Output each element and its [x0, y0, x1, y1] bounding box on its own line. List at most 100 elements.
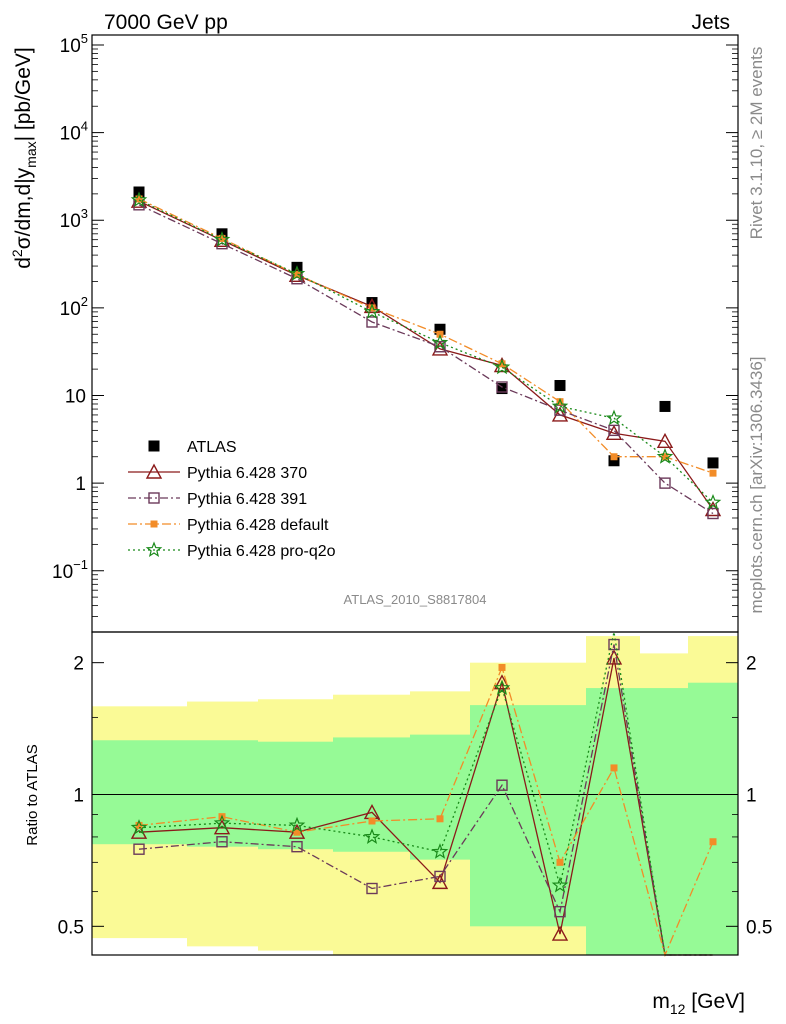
- series-line-pq2o: [138, 199, 714, 504]
- legend-label-pdefault: Pythia 6.428 default: [187, 517, 329, 534]
- ratio-point-p391: [216, 836, 228, 848]
- data-point-atlas: [434, 323, 446, 335]
- y-tick-label: 10: [65, 386, 86, 407]
- data-point-pq2o: [288, 265, 306, 281]
- legend-marker-p370: [145, 463, 163, 479]
- ratio-tick-label-left: 1: [73, 785, 84, 806]
- data-point-p391: [496, 381, 508, 393]
- series-atlas: [133, 186, 719, 469]
- ratio-point-p391: [133, 843, 145, 855]
- ratio-point-pdefault: [436, 815, 444, 823]
- ratio-point-pdefault: [498, 663, 506, 671]
- ratio-point-p391: [366, 882, 378, 895]
- data-point-pq2o: [130, 191, 148, 208]
- legend-label-atlas: ATLAS: [187, 439, 237, 456]
- series-line-p391: [138, 204, 714, 515]
- uncertainty-band-green: [560, 705, 586, 927]
- ratio-line-p391: [138, 644, 713, 956]
- legend-marker-pq2o: [145, 541, 163, 558]
- data-point-pdefault: [135, 195, 143, 203]
- ratio-point-pq2o: [130, 819, 148, 835]
- energy-label: 7000 GeV pp: [104, 11, 228, 34]
- main-y-axis-label: d2σ/dm,d|ymax| [pb/GeV]: [9, 47, 39, 269]
- legend-label-p391: Pythia 6.428 391: [187, 491, 307, 508]
- ratio-point-pdefault: [135, 821, 143, 829]
- analysis-watermark: ATLAS_2010_S8817804: [344, 592, 487, 607]
- series-line-p370: [138, 200, 714, 510]
- data-point-pq2o: [704, 493, 722, 510]
- uncertainty-band-green: [640, 688, 688, 955]
- series-line-pdefault: [138, 198, 714, 474]
- jets-label: Jets: [691, 11, 730, 34]
- ratio-point-pdefault: [610, 764, 618, 772]
- data-point-atlas: [496, 383, 508, 395]
- data-point-pdefault: [709, 469, 717, 477]
- legend-marker-pdefault: [150, 520, 158, 528]
- data-point-p391: [608, 424, 620, 437]
- ratio-plot-frame: [91, 631, 739, 956]
- data-point-p370: [551, 406, 569, 422]
- legend-label-p370: Pythia 6.428 370: [187, 465, 307, 482]
- data-point-atlas: [554, 380, 566, 392]
- data-point-pq2o: [363, 303, 381, 319]
- data-point-pdefault: [368, 304, 376, 312]
- data-point-pdefault: [610, 453, 618, 461]
- uncertainty-band-green: [470, 705, 560, 927]
- data-point-pdefault: [498, 360, 506, 368]
- legend-marker-atlas: [148, 440, 160, 452]
- uncertainty-band-green: [688, 682, 738, 955]
- data-point-p370: [605, 424, 623, 441]
- data-point-pq2o: [605, 409, 623, 426]
- ratio-series-group: [130, 631, 717, 957]
- ratio-point-p391: [496, 779, 508, 791]
- mcplots-label: mcplots.cern.ch [arXiv:1306.3436]: [747, 356, 766, 613]
- ratio-tick-label-right: 1: [746, 785, 757, 806]
- data-point-pq2o: [493, 358, 511, 375]
- data-point-atlas: [707, 457, 719, 469]
- data-point-pq2o: [551, 397, 569, 414]
- ratio-series-p391: [133, 638, 713, 956]
- ratio-point-pq2o: [288, 816, 306, 833]
- ratio-tick-label-right: 0.5: [746, 917, 772, 938]
- legend-label-pq2o: Pythia 6.428 pro-q2o: [187, 543, 336, 560]
- data-point-pq2o: [431, 334, 449, 350]
- y-tick-label: 105: [60, 31, 88, 57]
- y-tick-label: 104: [60, 119, 88, 145]
- ratio-point-p391: [291, 840, 303, 853]
- series-pdefault: [135, 195, 717, 477]
- ratio-tick-label-left: 0.5: [58, 917, 84, 938]
- data-point-p391: [366, 316, 378, 328]
- ratio-point-pq2o: [493, 679, 511, 696]
- data-point-pq2o: [656, 448, 674, 464]
- uncertainty-band-green: [410, 734, 470, 860]
- ratio-series-pq2o: [130, 631, 713, 956]
- data-point-atlas: [659, 400, 671, 412]
- ratio-point-p370: [605, 649, 623, 665]
- ratio-point-pq2o: [551, 876, 569, 893]
- ratio-bands: [92, 636, 738, 955]
- ratio-tick-label-left: 2: [73, 654, 84, 675]
- data-point-p391: [434, 341, 446, 353]
- ratio-point-pq2o: [363, 828, 381, 844]
- data-point-p391: [707, 507, 719, 520]
- legend-marker-p391: [148, 492, 160, 504]
- ratio-point-pdefault: [368, 817, 376, 825]
- ratio-point-p370: [551, 925, 569, 941]
- ratio-point-p391: [554, 905, 566, 918]
- data-point-pdefault: [218, 234, 226, 242]
- data-point-pdefault: [293, 271, 301, 279]
- legend: ATLAS Pythia 6.428 370 Pythia 6.428 391 Pyt…: [128, 439, 336, 560]
- ratio-point-pdefault: [556, 858, 564, 866]
- ratio-point-pq2o: [431, 843, 449, 859]
- ratio-y-axis-label: Ratio to ATLAS: [24, 744, 41, 845]
- data-point-atlas: [366, 297, 378, 309]
- ratio-point-p370: [493, 674, 511, 690]
- rivet-version-label: Rivet 3.1.10, ≥ 2M events: [747, 47, 766, 240]
- ratio-point-pdefault: [293, 828, 301, 836]
- uncertainty-band-green: [187, 740, 258, 847]
- ratio-tick-label-right: 2: [746, 654, 757, 675]
- y-tick-label: 102: [60, 294, 88, 320]
- ratio-point-pq2o: [213, 814, 231, 831]
